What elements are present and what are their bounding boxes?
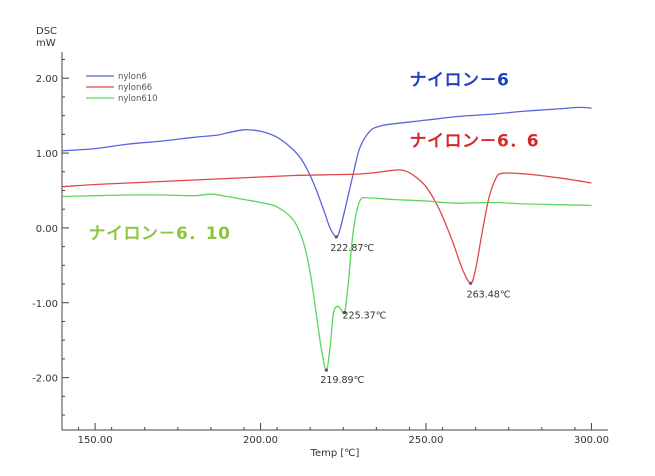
annotation-nylon610: ナイロン－6．10 [88, 224, 230, 244]
peak-label-nylon610-shoulder: 225.37℃ [342, 310, 386, 321]
legend-label-nylon610: nylon610 [118, 94, 158, 104]
y-unit-line1: DSC [36, 26, 57, 37]
peak-marker [324, 368, 328, 372]
y-tick-label: -1.00 [32, 299, 58, 310]
annotation-nylon66: ナイロン－6．6 [409, 131, 539, 151]
x-tick-label: 250.00 [409, 435, 444, 446]
peak-marker [342, 310, 347, 315]
peak-marker [334, 235, 338, 239]
legend: nylon6 nylon66 nylon610 [86, 72, 158, 104]
axis-ticks: 2.00 1.00 0.00 -1.00 -2.00 150.00 200.00 250.00… [32, 58, 609, 446]
y-tick-label: 0.00 [36, 224, 58, 235]
legend-label-nylon6: nylon6 [118, 72, 147, 82]
y-tick-label: -2.00 [32, 374, 58, 385]
x-tick-label: 300.00 [574, 435, 609, 446]
peak-labels: 222.87℃ 263.48℃ 225.37℃ 219.89℃ [320, 243, 510, 386]
x-axis-label: Temp [℃] [310, 448, 360, 459]
peak-label-nylon66: 263.48℃ [467, 289, 511, 300]
series-line-nylon6 [61, 106, 592, 238]
y-tick-label: 2.00 [36, 74, 58, 85]
y-tick-label: 1.00 [36, 149, 58, 160]
peak-label-nylon610: 219.89℃ [320, 375, 364, 386]
series-line-nylon66 [61, 169, 592, 284]
series-line-nylon610 [61, 193, 592, 371]
annotation-nylon6: ナイロン－6 [409, 71, 509, 91]
peak-label-nylon6: 222.87℃ [330, 243, 374, 254]
legend-label-nylon66: nylon66 [118, 83, 152, 93]
series-lines [61, 106, 592, 372]
x-tick-label: 200.00 [243, 435, 278, 446]
x-tick-label: 150.00 [78, 435, 113, 446]
peak-marker [469, 281, 473, 285]
y-unit-line2: mW [36, 38, 56, 49]
